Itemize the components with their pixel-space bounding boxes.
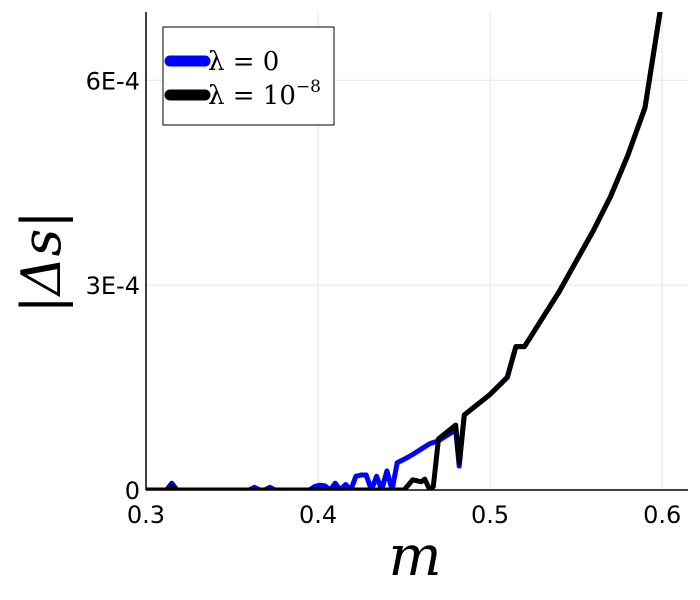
x-tick-label: 0.3 <box>127 501 165 529</box>
axes <box>145 12 688 491</box>
y-tick-label: 0 <box>125 477 140 505</box>
x-tick-label: 0.6 <box>643 501 681 529</box>
legend-label-0: λ = 0 <box>208 47 279 77</box>
x-axis-label: m <box>388 524 441 589</box>
x-tick-labels: 0.3 0.4 0.5 0.6 <box>127 501 681 529</box>
series-line-1 <box>146 12 663 490</box>
series-layer <box>146 12 663 490</box>
y-tick-label: 3E-4 <box>86 272 140 300</box>
y-tick-label: 6E-4 <box>86 67 140 95</box>
legend-box <box>162 26 335 126</box>
legend: λ = 0λ = 10−8 <box>162 26 335 126</box>
x-tick-label: 0.4 <box>299 501 337 529</box>
y-tick-labels: 0 3E-4 6E-4 <box>86 67 140 505</box>
y-axis-label: |Δs| <box>10 210 73 313</box>
x-tick-label: 0.5 <box>471 501 509 529</box>
